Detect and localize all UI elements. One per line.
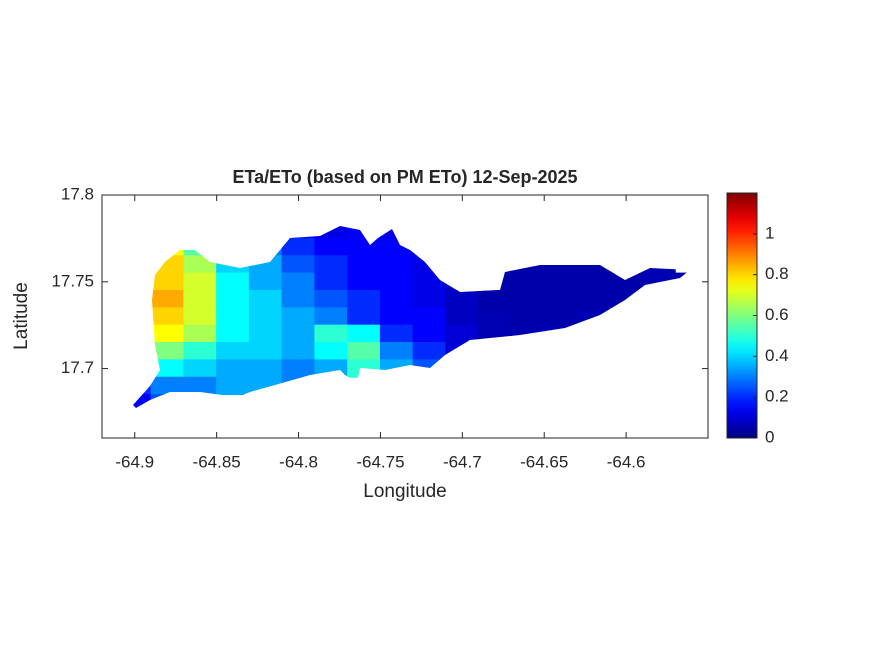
heat-cell [216, 289, 250, 309]
x-tick-label: -64.85 [193, 452, 241, 471]
y-tick-label: 17.8 [61, 184, 94, 203]
heat-cell [248, 342, 283, 361]
heat-cell [216, 342, 250, 361]
heat-cell [445, 307, 480, 326]
x-tick-label: -64.9 [115, 452, 154, 471]
colorbar-tick-label: 0.2 [765, 387, 789, 406]
heat-cell [183, 272, 218, 291]
heat-cell [347, 289, 381, 309]
heat-cell [347, 237, 381, 257]
heat-cell [314, 255, 349, 274]
heat-cell [281, 307, 316, 326]
chart-title: ETa/ETo (based on PM ETo) 12-Sep-2025 [232, 167, 577, 187]
colorbar-tick-label: 0 [765, 427, 774, 446]
heat-cell [314, 289, 349, 309]
heat-cell [445, 289, 480, 309]
heat-cell [314, 307, 349, 326]
heat-cell [445, 324, 480, 344]
heat-cell [412, 307, 447, 326]
heat-cell [412, 289, 447, 309]
heat-cell [510, 307, 545, 326]
heat-cell [281, 255, 316, 274]
heat-cell [379, 324, 414, 344]
heat-cell [314, 342, 349, 361]
heat-cell [183, 289, 218, 309]
heat-cell [150, 272, 185, 291]
heat-cell [150, 359, 185, 378]
heat-cell [478, 307, 512, 326]
heat-cell [281, 289, 316, 309]
heat-cell [183, 307, 218, 326]
heat-cell [543, 307, 578, 326]
heat-cell [248, 359, 283, 378]
heat-cell [609, 272, 643, 291]
heat-cell [347, 324, 381, 344]
x-tick-label: -64.75 [356, 452, 404, 471]
heat-cell [510, 272, 545, 291]
heat-cell [216, 359, 250, 378]
heat-cell [412, 324, 447, 344]
heat-cell [281, 359, 316, 378]
heat-cell [216, 376, 250, 396]
heat-cell [248, 289, 283, 309]
heat-cell [150, 376, 185, 396]
heat-cell [150, 289, 185, 309]
y-tick-label: 17.75 [51, 271, 94, 290]
heat-cell [347, 272, 381, 291]
heat-cell [347, 342, 381, 361]
heat-cell [314, 237, 349, 257]
x-tick-label: -64.7 [443, 452, 482, 471]
heat-cell [248, 307, 283, 326]
heat-cell [314, 272, 349, 291]
heat-cell [248, 324, 283, 344]
heat-cell [150, 342, 185, 361]
colorbar-tick-label: 1 [765, 223, 774, 242]
colorbar [726, 192, 758, 439]
axes-box [101, 194, 709, 439]
y-axis-label: Latitude [11, 282, 32, 350]
heat-cell [379, 272, 414, 291]
heat-cell [248, 272, 283, 291]
heat-cell [216, 324, 250, 344]
heat-cell [281, 272, 316, 291]
heat-cell [183, 376, 218, 396]
heat-cell [347, 307, 381, 326]
colorbar-tick-label: 0.4 [765, 346, 789, 365]
y-tick-label: 17.7 [61, 358, 94, 377]
heat-cell [347, 255, 381, 274]
heat-cell [183, 359, 218, 378]
heat-cell [576, 272, 611, 291]
heat-cell [412, 342, 447, 361]
heat-cell [150, 324, 185, 344]
heat-cell [576, 289, 611, 309]
heat-cell [281, 342, 316, 361]
heat-cell [281, 324, 316, 344]
heat-cell [379, 342, 414, 361]
heat-cell [216, 272, 250, 291]
heat-cell [216, 307, 250, 326]
heat-cell [510, 289, 545, 309]
heat-cell [150, 307, 185, 326]
heat-cell [543, 272, 578, 291]
heat-cell [543, 289, 578, 309]
heat-cell [478, 289, 512, 309]
colorbar-tick-label: 0.6 [765, 305, 789, 324]
heat-cell [379, 289, 414, 309]
heat-cell [379, 307, 414, 326]
x-axis-label: Longitude [363, 481, 446, 502]
x-tick-label: -64.8 [279, 452, 318, 471]
x-tick-label: -64.6 [607, 452, 646, 471]
colorbar-tick-label: 0.8 [765, 264, 789, 283]
heat-cell [281, 237, 316, 257]
x-tick-label: -64.65 [520, 452, 568, 471]
heat-cell [379, 255, 414, 274]
heat-cell [183, 342, 218, 361]
heat-cell [314, 324, 349, 344]
heat-cell [183, 324, 218, 344]
